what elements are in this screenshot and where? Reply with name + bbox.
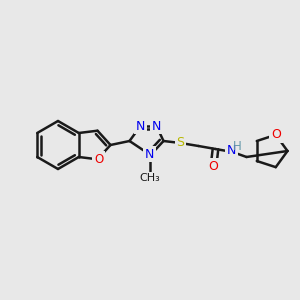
Text: O: O — [94, 153, 103, 166]
Text: S: S — [176, 136, 184, 149]
Text: N: N — [145, 148, 154, 160]
Text: H: H — [233, 140, 242, 154]
Text: N: N — [152, 119, 161, 133]
Text: O: O — [271, 128, 281, 141]
Text: O: O — [208, 160, 218, 172]
Text: N: N — [136, 119, 145, 133]
Text: N: N — [227, 145, 236, 158]
Text: CH₃: CH₃ — [139, 173, 160, 183]
